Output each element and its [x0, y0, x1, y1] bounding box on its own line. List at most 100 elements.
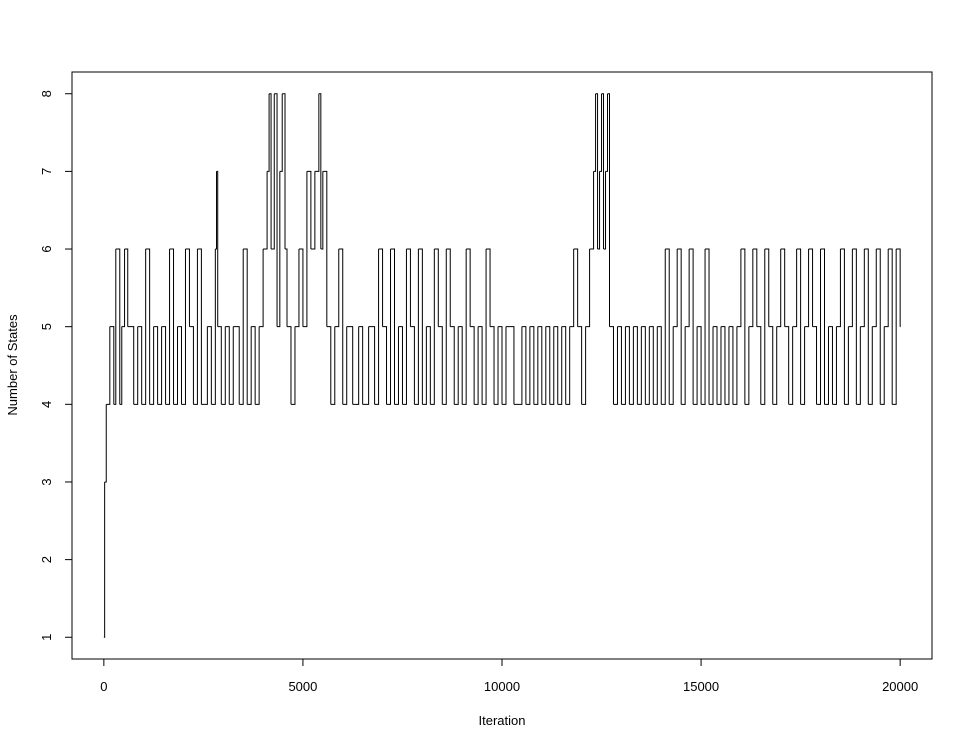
y-tick-label: 8 — [39, 90, 54, 97]
line-step — [165, 249, 171, 405]
line-step — [553, 326, 559, 405]
line-step — [784, 326, 790, 405]
line-step — [603, 171, 607, 250]
y-tick-label: 6 — [39, 245, 54, 252]
line-step — [259, 249, 264, 328]
line-step — [434, 248, 439, 327]
line-step — [549, 326, 555, 405]
line-step — [149, 326, 155, 405]
line-step — [796, 248, 802, 405]
line-step — [840, 248, 845, 405]
line-step — [824, 326, 829, 405]
line-step — [243, 248, 248, 405]
line-step — [573, 248, 579, 327]
line-step — [201, 326, 208, 405]
line-step — [326, 326, 332, 405]
line-step — [764, 248, 770, 327]
line-step — [607, 93, 610, 327]
line-step — [812, 326, 818, 405]
x-tick-label: 10000 — [484, 679, 520, 694]
line-step — [334, 249, 340, 328]
line-step — [382, 326, 388, 405]
line-step — [352, 326, 360, 405]
line-step — [728, 326, 734, 405]
line-step — [820, 248, 825, 405]
line-step — [609, 326, 614, 405]
line-step — [197, 248, 202, 405]
line-step — [314, 93, 320, 172]
line-step — [848, 249, 853, 328]
line-step — [458, 326, 463, 405]
line-step — [157, 326, 163, 405]
line-step — [601, 93, 605, 250]
line-step — [119, 326, 123, 405]
line-step — [133, 326, 139, 405]
line-step — [161, 326, 167, 405]
x-tick-label: 20000 — [882, 679, 918, 694]
line-step — [106, 326, 111, 405]
line-step — [780, 248, 786, 327]
line-step — [561, 326, 567, 405]
line-step — [613, 326, 618, 405]
line-step — [239, 249, 244, 405]
line-step — [617, 326, 622, 405]
line-step — [537, 326, 543, 405]
line-step — [756, 326, 762, 405]
line-step — [860, 249, 865, 328]
line-step — [470, 326, 475, 405]
line-step — [225, 326, 230, 405]
line-step — [181, 249, 186, 405]
line-step — [104, 404, 107, 483]
y-axis-label: Number of States — [5, 314, 20, 416]
line-step — [713, 326, 718, 405]
line-step — [454, 326, 459, 405]
line-step — [216, 170, 219, 327]
line-step — [498, 326, 503, 405]
line-step — [661, 249, 666, 405]
line-step — [892, 249, 897, 405]
line-step — [752, 248, 758, 327]
y-tick-label: 1 — [39, 634, 54, 641]
line-step — [189, 326, 194, 405]
line-step — [103, 481, 106, 638]
line-step — [772, 326, 778, 405]
line-step — [760, 249, 766, 405]
line-step — [486, 248, 491, 327]
line-step — [322, 170, 328, 327]
x-axis-label: Iteration — [479, 713, 526, 728]
line-step — [398, 326, 403, 405]
line-step — [633, 326, 638, 405]
line-step — [541, 326, 547, 405]
line-step — [207, 326, 212, 405]
line-step — [386, 249, 392, 405]
y-tick-label: 3 — [39, 478, 54, 485]
line-step — [422, 326, 427, 405]
line-step — [724, 326, 730, 405]
line-step — [625, 326, 630, 405]
y-tick-label: 4 — [39, 401, 54, 408]
line-step — [137, 326, 143, 405]
line-step — [271, 93, 275, 250]
line-step — [426, 326, 431, 405]
line-step — [121, 249, 126, 328]
line-step — [362, 326, 370, 405]
line-step — [279, 93, 283, 172]
line-step — [282, 93, 286, 250]
line-step — [438, 326, 443, 405]
line-step — [868, 326, 873, 405]
line-step — [410, 326, 415, 405]
line-step — [689, 248, 694, 405]
line-step — [577, 326, 583, 405]
line-step — [884, 249, 889, 328]
line-step — [585, 249, 591, 328]
line-step — [657, 326, 662, 405]
line-step — [529, 326, 535, 405]
line-step — [394, 326, 399, 405]
line-step — [330, 326, 336, 405]
line-step — [709, 326, 714, 405]
line-step — [109, 326, 115, 405]
line-step — [374, 249, 380, 405]
line-step — [593, 93, 597, 172]
line-step — [828, 326, 833, 405]
line-step — [346, 326, 354, 405]
